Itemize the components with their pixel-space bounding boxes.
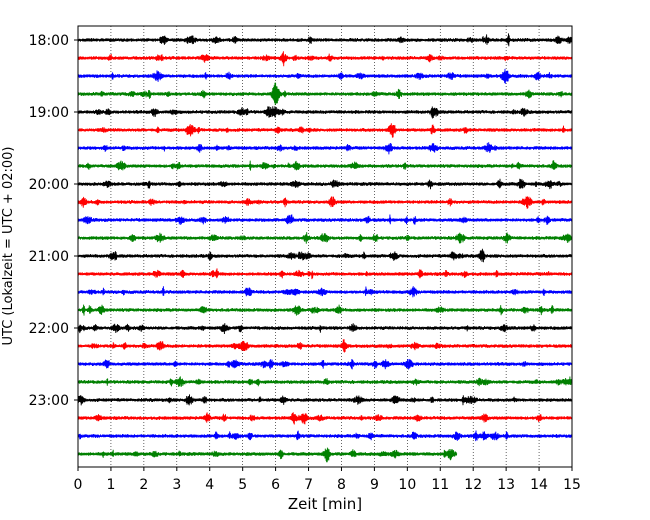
trace-2115: [77, 268, 573, 280]
trace-2000: [77, 178, 573, 190]
x-tick-label: 12: [464, 477, 482, 493]
trace-2315: [77, 412, 573, 425]
y-tick-label: 20:00: [29, 177, 69, 193]
x-tick-label: 5: [238, 477, 247, 493]
trace-2100: [77, 248, 573, 263]
x-tick-label: 14: [530, 477, 548, 493]
trace-2345: [77, 447, 458, 463]
trace-1830: [77, 68, 573, 84]
trace-1900: [77, 106, 573, 119]
y-tick-label: 19:00: [29, 105, 69, 121]
x-tick-label: 1: [106, 477, 115, 493]
x-tick-label: 7: [304, 477, 313, 493]
x-tick-label: 15: [563, 477, 581, 493]
trace-1915: [77, 123, 573, 138]
y-axis-ticks: 18:00 19:00 20:00 21:00 22:00 23:00: [29, 33, 78, 409]
trace-2045: [77, 232, 573, 244]
x-tick-label: 4: [205, 477, 214, 493]
y-tick-label: 18:00: [29, 33, 69, 49]
seismic-traces: [77, 33, 573, 463]
trace-2030: [77, 214, 573, 225]
trace-2330: [77, 430, 573, 442]
x-tick-label: 9: [370, 477, 379, 493]
y-tick-label: 21:00: [29, 249, 69, 265]
trace-1845: [77, 82, 573, 105]
trace-1815: [77, 51, 573, 67]
trace-2245: [77, 376, 573, 387]
y-tick-label: 22:00: [29, 321, 69, 337]
trace-2130: [77, 286, 573, 298]
trace-2145: [77, 304, 573, 316]
plot-frame: [77, 25, 573, 468]
y-axis-label: UTC (Lokalzeit = UTC + 02:00): [1, 147, 16, 346]
trace-1800: [77, 33, 573, 47]
x-tick-label: 8: [337, 477, 346, 493]
trace-2215: [77, 339, 573, 353]
trace-2230: [77, 359, 573, 370]
x-tick-label: 3: [172, 477, 181, 493]
x-tick-label: 6: [271, 477, 280, 493]
x-tick-label: 10: [398, 477, 416, 493]
trace-2015: [77, 196, 573, 209]
x-tick-label: 2: [139, 477, 148, 493]
x-tick-label: 13: [497, 477, 515, 493]
y-tick-label: 23:00: [29, 393, 69, 409]
trace-1930: [77, 142, 573, 155]
x-tick-label: 0: [74, 477, 83, 493]
trace-1945: [77, 160, 573, 171]
x-axis-ticks: 0 1 2 3 4 5 6 7 8 9 10 11 12 13 14 15: [74, 467, 581, 493]
trace-2300: [77, 394, 573, 406]
x-axis-label: Zeit [min]: [288, 495, 362, 513]
trace-2200: [77, 323, 573, 335]
x-tick-label: 11: [431, 477, 449, 493]
